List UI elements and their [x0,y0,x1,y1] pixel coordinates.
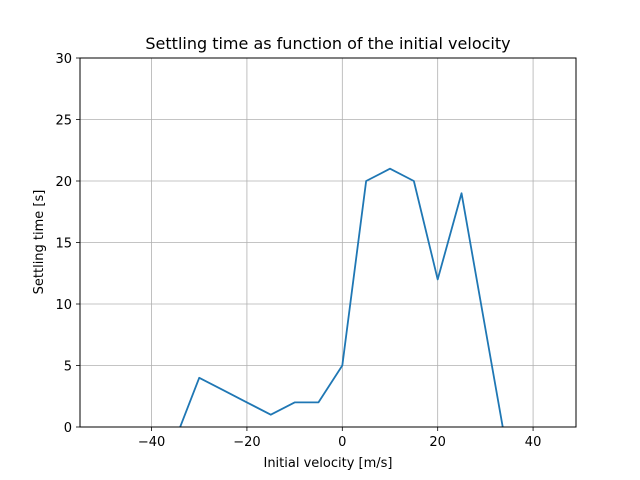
series-line [179,167,504,427]
x-axis-label: Initial velocity [m/s] [263,456,392,471]
y-tick-label: 30 [55,52,72,67]
y-axis-label: Settling time [s] [32,190,47,295]
x-tick-label: −20 [233,435,260,450]
x-tick-label: 0 [338,435,346,450]
y-tick-label: 10 [55,298,72,313]
series-layer [179,167,504,427]
y-tick-label: 5 [64,360,72,375]
x-tick-label: 20 [429,435,446,450]
y-tick-label: 25 [55,114,72,129]
chart-title: Settling time as function of the initial… [145,34,510,53]
x-tick-label: −40 [138,435,165,450]
ticks: −40 −20 0 20 40 0 5 10 15 20 25 30 [55,52,541,450]
x-tick-label: 40 [525,435,542,450]
y-tick-label: 0 [64,421,72,436]
y-tick-label: 15 [55,237,72,252]
grid [80,57,576,428]
y-tick-label: 20 [55,175,72,190]
